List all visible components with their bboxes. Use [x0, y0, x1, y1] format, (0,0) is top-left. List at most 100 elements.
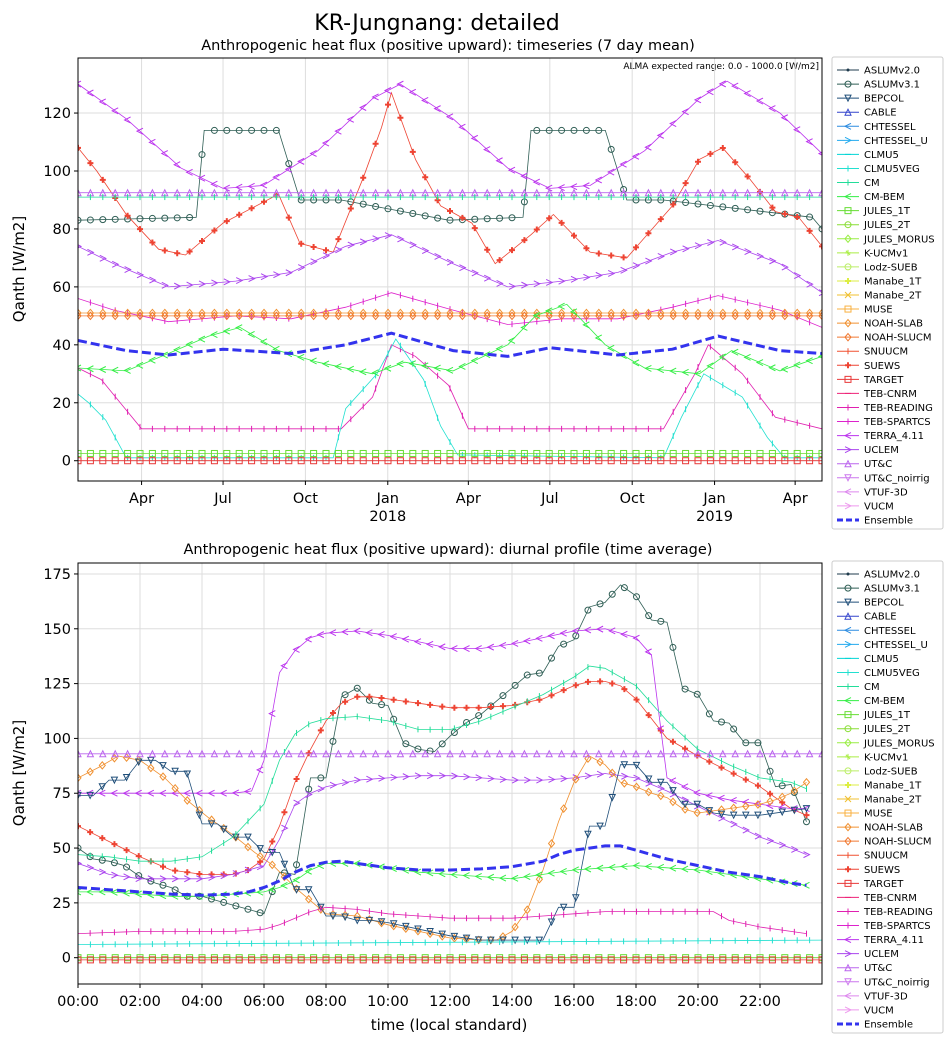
legend-marker	[844, 640, 853, 648]
data-point	[421, 956, 429, 964]
data-point	[458, 363, 466, 370]
diurnal-legend-entry: MUSE	[837, 809, 893, 820]
data-point	[210, 749, 219, 758]
data-point	[730, 820, 738, 828]
data-point	[719, 449, 727, 457]
data-point	[260, 126, 268, 134]
figure-title: KR-Jungnang: detailed	[314, 11, 559, 36]
data-point	[198, 449, 206, 457]
data-point	[669, 956, 677, 964]
data-point	[584, 754, 592, 763]
data-point	[731, 243, 740, 251]
data-point	[185, 311, 194, 321]
data-point	[377, 918, 386, 926]
diurnal-legend-entry: Ensemble	[837, 1019, 913, 1030]
data-point	[86, 864, 95, 872]
data-point	[185, 749, 194, 758]
data-point	[806, 213, 814, 221]
data-point	[793, 449, 801, 457]
data-point	[670, 201, 677, 208]
data-point	[693, 808, 701, 818]
data-point	[818, 749, 822, 758]
data-point	[235, 324, 243, 332]
data-point	[483, 274, 492, 282]
diurnal-y-axis-label: Qanth [W/m2]	[10, 720, 28, 826]
data-point	[731, 956, 739, 964]
data-point	[458, 308, 467, 318]
timeseries-legend-entry: VTUF-3D	[837, 487, 908, 498]
data-point	[742, 776, 749, 783]
data-point	[98, 761, 106, 770]
data-point	[451, 772, 459, 780]
series-line	[78, 844, 807, 897]
data-point	[183, 796, 191, 805]
data-point	[134, 789, 142, 797]
diurnal-legend-entry: UT&C	[837, 963, 892, 974]
timeseries-legend-entry: NOAH-SLAB	[837, 319, 923, 330]
data-point	[547, 839, 556, 848]
data-point	[607, 449, 615, 457]
data-point	[719, 457, 727, 465]
data-point	[768, 749, 777, 758]
data-point	[371, 308, 380, 318]
data-point	[471, 308, 479, 318]
diurnal-legend-entry: Manabe_1T	[837, 780, 922, 791]
data-point	[272, 173, 280, 181]
data-point	[732, 159, 739, 166]
data-point	[705, 792, 713, 800]
data-point	[447, 207, 453, 214]
data-point	[297, 449, 305, 457]
data-point	[619, 308, 628, 318]
data-point	[359, 200, 367, 208]
data-point	[706, 749, 715, 758]
data-point	[546, 215, 553, 222]
data-point	[632, 862, 640, 870]
data-point	[619, 160, 627, 168]
data-point	[535, 871, 543, 879]
data-point	[571, 627, 580, 635]
data-point	[413, 868, 422, 876]
data-point	[582, 321, 590, 329]
data-point	[421, 749, 430, 758]
data-point	[620, 254, 627, 261]
timeseries-chart-title: Anthropogenic heat flux (positive upward…	[201, 38, 695, 54]
diurnal-xtick-label: 00:00	[57, 994, 99, 1010]
data-point	[706, 758, 713, 765]
data-point	[210, 449, 218, 457]
data-point	[235, 126, 243, 134]
data-point	[548, 776, 556, 783]
data-point	[632, 761, 641, 770]
data-point	[632, 749, 640, 758]
timeseries-ytick-label: 60	[53, 280, 71, 296]
data-point	[219, 825, 228, 834]
data-point	[260, 273, 269, 281]
data-point	[297, 264, 306, 272]
data-point	[607, 269, 616, 277]
data-point	[223, 278, 231, 286]
legend-marker	[843, 193, 852, 201]
data-point	[596, 757, 604, 767]
data-point	[471, 215, 479, 223]
data-point	[744, 206, 752, 214]
series-line	[78, 292, 822, 328]
data-point	[768, 308, 777, 318]
data-point	[756, 308, 764, 318]
legend-label: Manabe_2T	[864, 291, 922, 302]
data-point	[446, 216, 454, 224]
data-point	[260, 457, 268, 465]
data-point	[160, 749, 169, 758]
data-point	[159, 881, 167, 889]
data-point	[292, 886, 301, 894]
data-point	[644, 364, 652, 372]
diurnal-legend-entry: NOAH-SLUCM	[837, 837, 932, 848]
data-point	[669, 449, 677, 457]
data-point	[499, 936, 507, 945]
data-point	[207, 815, 216, 825]
data-point	[232, 870, 240, 878]
data-point	[669, 457, 677, 465]
data-point	[558, 457, 566, 465]
data-point	[744, 248, 752, 256]
data-point	[694, 242, 703, 250]
data-point	[365, 629, 373, 637]
